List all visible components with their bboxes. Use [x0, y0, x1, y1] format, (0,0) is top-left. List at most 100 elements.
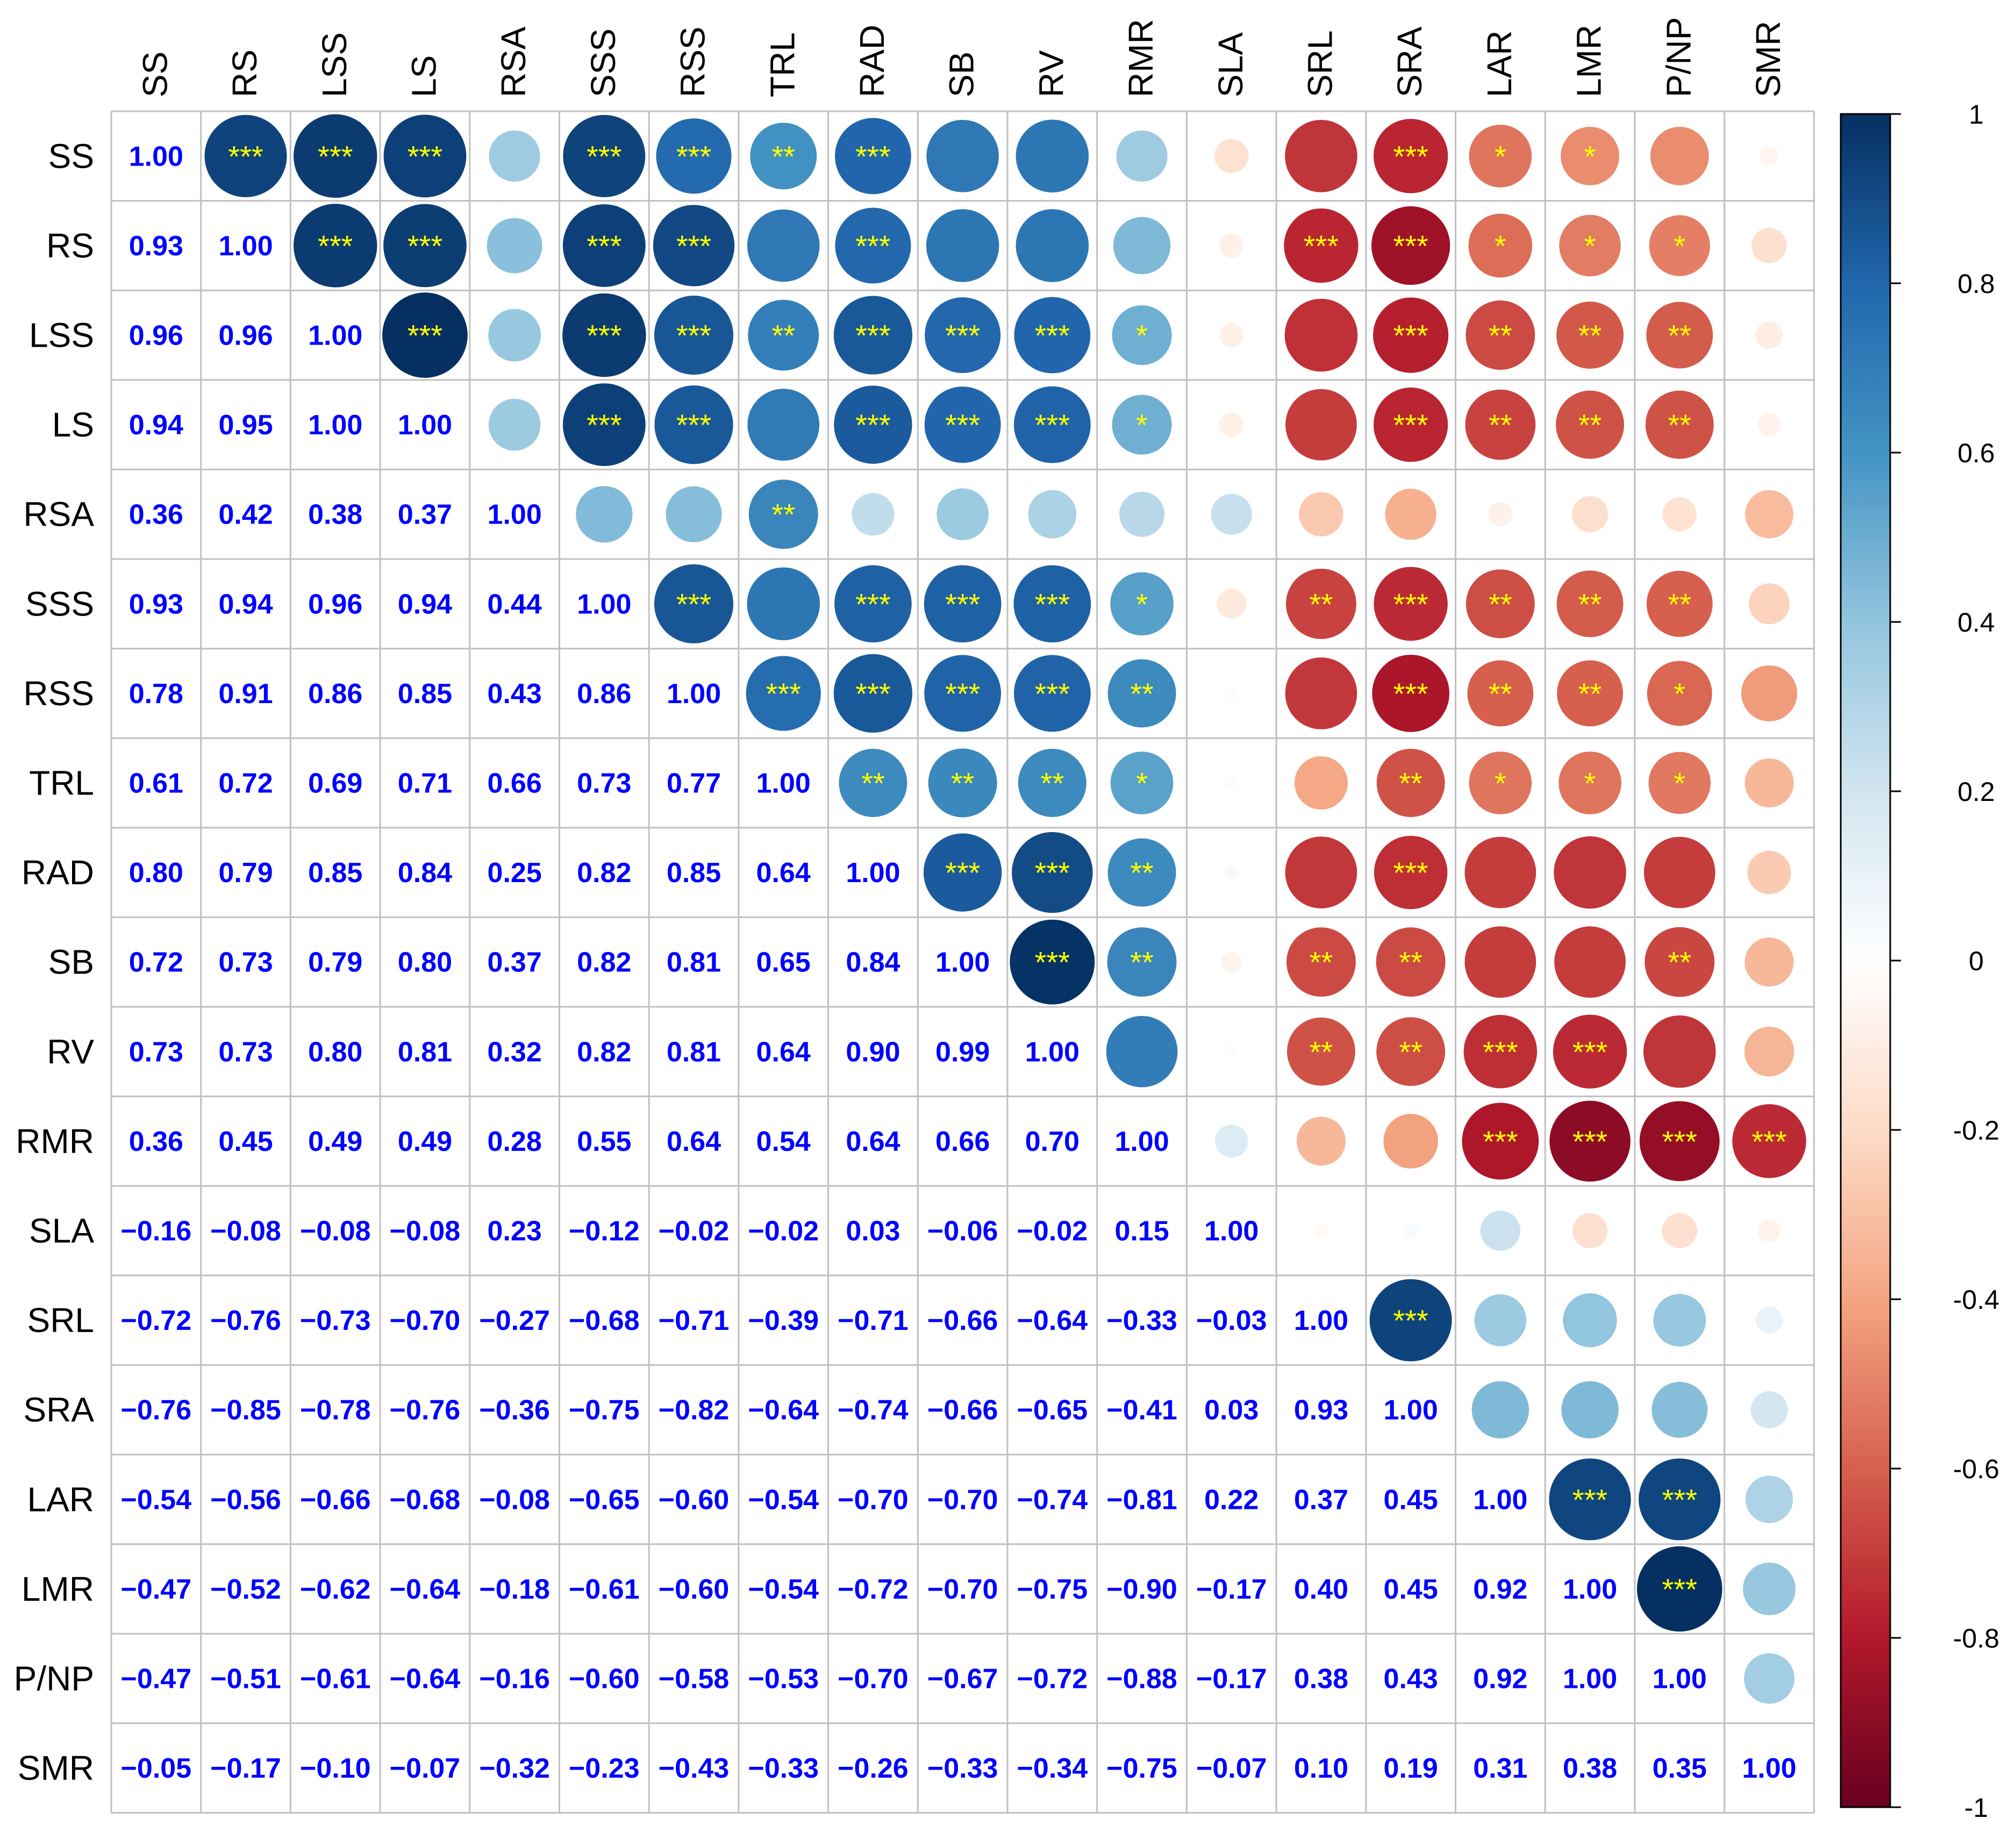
cell-circle-SRL-LAR — [1474, 1294, 1527, 1347]
significance-RSS-SRA: *** — [1393, 677, 1428, 711]
cell-circle-SLA-SRL — [1313, 1223, 1329, 1238]
cell-circle-TRL-RAD — [839, 749, 907, 817]
cell-circle-SB-LAR — [1464, 926, 1536, 998]
cell-value-SSS-SSS: 1.00 — [577, 589, 631, 620]
column-label-RS: RS — [225, 49, 264, 97]
cell-circle-LMR-SMR — [1743, 1562, 1796, 1615]
cell-circle-RV-LMR — [1553, 1014, 1627, 1089]
cell-circle-RS-SSS — [562, 204, 646, 287]
cell-value-SMR-SSS: −0.23 — [569, 1753, 640, 1784]
cell-value-RAD-RSS: 0.85 — [667, 857, 721, 889]
significance-RAD-SRA: *** — [1393, 856, 1428, 890]
significance-LS-RSS: *** — [676, 408, 711, 442]
cell-circle-RSS-P/NP — [1647, 661, 1712, 726]
color-legend-tick-label: 0.4 — [1957, 607, 1995, 638]
significance-LS-SRA: *** — [1393, 408, 1428, 442]
significance-RV-LMR: *** — [1572, 1035, 1607, 1069]
cell-value-RAD-LS: 0.84 — [398, 857, 452, 889]
cell-value-LMR-RMR: −0.90 — [1106, 1574, 1177, 1605]
cell-value-RSS-RSA: 0.43 — [488, 678, 542, 710]
significance-TRL-RAD: ** — [861, 767, 885, 800]
cell-circle-RAD-LAR — [1464, 836, 1536, 908]
cell-value-RV-RSA: 0.32 — [488, 1036, 542, 1068]
cell-circle-TRL-SB — [928, 748, 997, 818]
significance-SS-LAR: * — [1495, 139, 1506, 173]
cell-circle-RS-RAD — [835, 207, 911, 284]
cell-circle-RSA-RV — [1028, 490, 1077, 539]
cell-value-LS-RS: 0.95 — [218, 410, 273, 441]
cell-value-RMR-TRL: 0.54 — [756, 1126, 811, 1157]
cell-value-RMR-SB: 0.66 — [935, 1126, 990, 1157]
cell-circle-RSS-RV — [1013, 655, 1091, 732]
significance-TRL-LAR: * — [1495, 767, 1506, 800]
significance-LSS-RSS: *** — [676, 319, 711, 353]
cell-value-SMR-RS: −0.17 — [210, 1753, 281, 1784]
cell-value-LAR-RSS: −0.60 — [659, 1484, 730, 1515]
cell-circle-SS-RMR — [1116, 130, 1168, 182]
row-label-RSA: RSA — [23, 495, 94, 534]
cell-circle-RS-SRA — [1371, 206, 1450, 285]
cell-circle-SS-LMR — [1561, 126, 1619, 185]
cell-circle-TRL-LAR — [1469, 751, 1532, 814]
row-label-RS: RS — [46, 226, 94, 265]
cell-circle-LSS-LAR — [1465, 300, 1535, 370]
significance-SSS-SRA: *** — [1393, 587, 1428, 621]
cell-value-LS-SS: 0.94 — [129, 410, 183, 441]
cell-circle-RSA-RMR — [1119, 491, 1165, 537]
significance-SS-RSS: *** — [676, 139, 711, 173]
column-label-SRL: SRL — [1300, 31, 1339, 98]
column-label-SSS: SSS — [584, 28, 623, 97]
cell-value-LAR-RS: −0.56 — [210, 1484, 281, 1515]
significance-LAR-LMR: *** — [1572, 1483, 1607, 1516]
cell-value-SMR-P/NP: 0.35 — [1653, 1753, 1707, 1784]
cell-value-SB-RS: 0.73 — [218, 947, 273, 978]
cell-circle-LS-LAR — [1465, 389, 1536, 460]
cell-value-LAR-LSS: −0.66 — [300, 1484, 371, 1515]
color-legend-tick-label: -0.2 — [1953, 1115, 1999, 1145]
cell-circle-RV-SRA — [1376, 1017, 1446, 1086]
cell-circle-RS-SLA — [1219, 233, 1244, 258]
column-label-LMR: LMR — [1570, 25, 1608, 97]
cell-value-SRA-LSS: −0.78 — [300, 1395, 371, 1426]
significance-RS-LAR: * — [1495, 229, 1506, 263]
cell-value-RSA-RSA: 1.00 — [488, 499, 542, 531]
column-label-LAR: LAR — [1480, 31, 1519, 98]
cell-value-SLA-RS: −0.08 — [210, 1216, 281, 1247]
significance-LSS-P/NP: ** — [1668, 319, 1691, 353]
cell-circle-RSS-SRL — [1285, 657, 1357, 729]
significance-RMR-LMR: *** — [1572, 1125, 1607, 1158]
cell-circle-RSS-SLA — [1225, 687, 1238, 700]
significance-RS-SRA: *** — [1393, 229, 1428, 263]
significance-LS-RV: *** — [1035, 408, 1070, 442]
cell-circle-SSS-SRL — [1286, 568, 1356, 639]
cell-circle-TRL-LMR — [1559, 751, 1621, 814]
cell-value-SMR-LS: −0.07 — [390, 1753, 461, 1784]
cell-circle-SSS-LMR — [1556, 570, 1624, 638]
cell-value-LAR-SRL: 0.37 — [1294, 1484, 1348, 1515]
cell-value-SMR-RAD: −0.26 — [838, 1753, 909, 1784]
cell-value-SRL-RS: −0.76 — [210, 1305, 281, 1336]
cell-circle-LS-SRA — [1373, 387, 1448, 462]
column-label-LSS: LSS — [315, 32, 354, 97]
significance-TRL-RV: ** — [1041, 767, 1064, 800]
cell-value-P/NP-RAD: −0.70 — [838, 1664, 909, 1695]
row-label-SRL: SRL — [27, 1301, 95, 1340]
cell-circle-RV-RMR — [1106, 1015, 1178, 1087]
cell-value-SRA-SSS: −0.75 — [569, 1395, 640, 1426]
cell-circle-SS-RAD — [834, 118, 911, 195]
column-label-RSA: RSA — [494, 26, 533, 97]
cell-value-RSA-LS: 0.37 — [398, 499, 452, 531]
cell-value-TRL-SS: 0.61 — [129, 768, 183, 799]
column-label-SS: SS — [135, 52, 174, 97]
column-label-SRA: SRA — [1390, 26, 1429, 97]
cell-value-SRL-RAD: −0.71 — [838, 1305, 909, 1336]
cell-circle-RSA-LMR — [1571, 496, 1608, 533]
row-label-LMR: LMR — [22, 1570, 94, 1608]
cell-circle-LSS-RAD — [833, 296, 913, 375]
significance-RSS-LAR: ** — [1489, 677, 1512, 711]
cell-circle-SB-P/NP — [1645, 927, 1715, 997]
significance-LS-LMR: ** — [1578, 408, 1602, 442]
cell-circle-RSS-SRA — [1372, 655, 1450, 732]
significance-RV-SRA: ** — [1399, 1035, 1422, 1069]
